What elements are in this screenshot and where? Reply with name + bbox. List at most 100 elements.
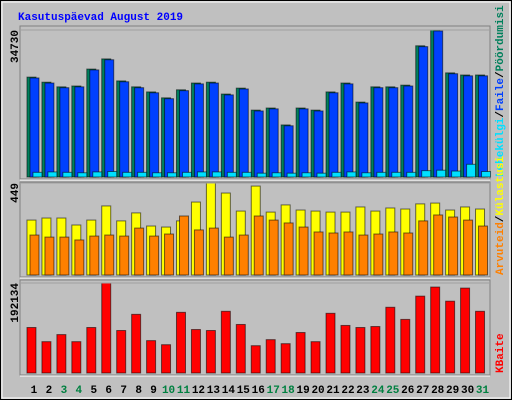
bar <box>59 87 70 178</box>
legend: KBaite <box>495 333 507 373</box>
bar <box>89 69 100 178</box>
bar <box>463 75 474 178</box>
bar <box>211 171 222 178</box>
bar <box>167 172 178 178</box>
bar <box>56 334 67 374</box>
bar <box>196 171 207 178</box>
bar <box>481 170 492 178</box>
bar <box>448 73 459 178</box>
bar <box>370 326 381 374</box>
bar <box>253 215 264 276</box>
x-tick-label: 3 <box>61 385 68 397</box>
legend-entry: Arvuteid <box>495 222 507 275</box>
x-tick-label: 23 <box>356 385 370 397</box>
bar <box>74 239 85 276</box>
bar <box>208 82 219 178</box>
bar <box>226 171 237 178</box>
bar <box>250 345 261 374</box>
bar <box>122 171 133 178</box>
bar <box>164 98 175 178</box>
legend-entry: Pöördumisi <box>495 5 507 71</box>
bar <box>178 215 189 276</box>
x-tick-label: 27 <box>416 385 429 397</box>
bar <box>466 163 477 178</box>
bar <box>298 226 309 276</box>
bar <box>388 231 399 276</box>
y-tick-label: 449 <box>10 183 22 203</box>
bar <box>325 312 336 374</box>
bar <box>208 227 219 276</box>
bar <box>433 30 444 178</box>
bar <box>253 110 264 178</box>
bar <box>220 310 231 374</box>
bar <box>460 287 471 374</box>
bar <box>116 330 127 374</box>
y-tick-label: 34730 <box>10 30 22 63</box>
bar <box>268 108 279 178</box>
bar <box>280 343 291 374</box>
bar <box>193 83 204 178</box>
bar <box>74 86 85 178</box>
bar <box>44 236 55 276</box>
bar <box>478 225 489 276</box>
bar <box>298 108 309 178</box>
bar <box>385 306 396 374</box>
x-tick-label: 17 <box>267 385 280 397</box>
bar <box>358 102 369 178</box>
legend-entry: Lehekülgi <box>495 117 507 177</box>
x-tick-label: 7 <box>120 385 127 397</box>
x-tick-label: 1 <box>31 385 38 397</box>
bar <box>313 110 324 178</box>
bar <box>164 233 175 276</box>
x-tick-label: 18 <box>282 385 296 397</box>
bar <box>77 172 88 178</box>
bar <box>478 75 489 178</box>
bar <box>415 295 426 374</box>
bar <box>313 231 324 276</box>
legend-separator: / <box>495 71 507 78</box>
bar <box>301 172 312 178</box>
x-tick-label: 10 <box>162 385 175 397</box>
bar <box>316 172 327 178</box>
x-tick-label: 24 <box>371 385 385 397</box>
x-tick-label: 5 <box>90 385 97 397</box>
bar <box>403 85 414 178</box>
bar <box>265 339 276 374</box>
bar <box>358 234 369 276</box>
bar <box>283 222 294 276</box>
bar <box>193 229 204 276</box>
legend-entry: KBaite <box>495 333 507 373</box>
bar <box>475 310 486 374</box>
legend: Lehekülgi/Faile/Pöördumisi <box>495 5 507 177</box>
bar <box>310 341 321 374</box>
bar <box>436 169 447 178</box>
bar <box>406 171 417 178</box>
legend-entry: Külastusi <box>495 156 507 216</box>
bar <box>107 170 118 178</box>
x-tick-label: 22 <box>341 385 354 397</box>
x-tick-label: 20 <box>311 385 324 397</box>
bar <box>346 171 357 178</box>
x-tick-label: 6 <box>105 385 112 397</box>
bar <box>361 172 372 178</box>
bar <box>418 46 429 178</box>
x-tick-label: 30 <box>461 385 474 397</box>
bar <box>388 87 399 178</box>
bar <box>448 216 459 276</box>
bar <box>355 327 366 374</box>
x-tick-label: 29 <box>446 385 459 397</box>
bar <box>238 88 249 178</box>
x-tick-label: 4 <box>76 385 83 397</box>
bar <box>445 300 456 374</box>
bar <box>376 171 387 178</box>
x-tick-label: 12 <box>192 385 205 397</box>
bar <box>134 87 145 178</box>
bar <box>340 324 351 374</box>
bar <box>104 234 115 276</box>
bar <box>343 83 354 178</box>
bar <box>131 313 142 374</box>
bar <box>190 329 201 374</box>
x-tick-label: 13 <box>207 385 221 397</box>
